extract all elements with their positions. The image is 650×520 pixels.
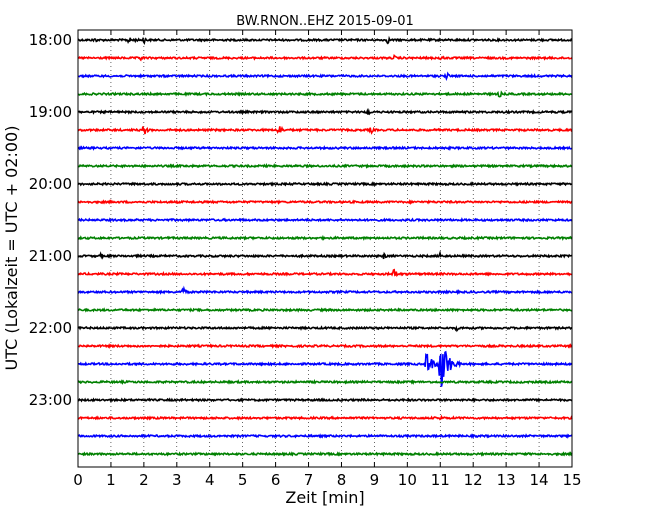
x-axis-ticks: 0 1 2 3 4 5 6 7 8 9 10 11 12 13 14 15 xyxy=(73,30,582,489)
trace-line xyxy=(77,343,573,349)
trace-line xyxy=(77,249,573,260)
y-tick-label: 21:00 xyxy=(29,247,72,265)
trace-line xyxy=(77,268,573,278)
trace-line xyxy=(77,107,573,116)
y-tick-label: 18:00 xyxy=(29,31,72,49)
x-tick-label: 3 xyxy=(172,471,182,489)
trace-line xyxy=(77,414,573,421)
x-tick-label: 12 xyxy=(464,471,483,489)
trace-line xyxy=(77,234,573,241)
x-tick-label: 15 xyxy=(562,471,581,489)
trace-line xyxy=(77,379,573,386)
trace-layer xyxy=(77,35,573,457)
trace-line xyxy=(77,285,573,296)
trace-line xyxy=(77,181,573,187)
x-tick-label: 11 xyxy=(431,471,450,489)
x-tick-label: 2 xyxy=(139,471,149,489)
trace-line xyxy=(78,307,573,313)
x-tick-label: 4 xyxy=(205,471,215,489)
x-tick-label: 5 xyxy=(238,471,248,489)
x-axis-label: Zeit [min] xyxy=(285,488,364,507)
trace-line xyxy=(78,54,573,62)
x-tick-label: 0 xyxy=(73,471,83,489)
trace-line xyxy=(77,325,573,333)
y-tick-label: 20:00 xyxy=(29,175,72,193)
trace-line xyxy=(77,451,573,457)
trace-line xyxy=(77,71,573,82)
y-tick-label: 22:00 xyxy=(29,319,72,337)
y-axis-label: UTC (Lokalzeit = UTC + 02:00) xyxy=(2,126,21,371)
trace-line xyxy=(77,217,573,223)
chart-title: BW.RNON..EHZ 2015-09-01 xyxy=(236,14,414,29)
trace-line xyxy=(77,433,573,439)
plot-frame xyxy=(77,29,573,468)
trace-line xyxy=(77,163,572,169)
trace-line xyxy=(77,125,573,135)
x-tick-label: 6 xyxy=(271,471,281,489)
x-tick-label: 8 xyxy=(337,471,347,489)
x-tick-label: 9 xyxy=(370,471,380,489)
trace-line xyxy=(77,90,573,98)
trace-line xyxy=(77,35,573,46)
trace-line xyxy=(77,397,573,403)
trace-line xyxy=(77,145,573,151)
x-tick-label: 14 xyxy=(530,471,549,489)
x-tick-label: 1 xyxy=(106,471,116,489)
x-tick-label: 10 xyxy=(398,471,417,489)
y-tick-label: 19:00 xyxy=(29,103,72,121)
y-tick-label: 23:00 xyxy=(29,391,72,409)
x-tick-label: 7 xyxy=(304,471,314,489)
x-tick-label: 13 xyxy=(497,471,516,489)
trace-line xyxy=(77,350,573,387)
grid-lines xyxy=(110,30,540,467)
y-axis-ticks: 18:00 19:00 20:00 21:00 22:00 23:00 xyxy=(29,31,572,409)
trace-line xyxy=(77,199,573,205)
